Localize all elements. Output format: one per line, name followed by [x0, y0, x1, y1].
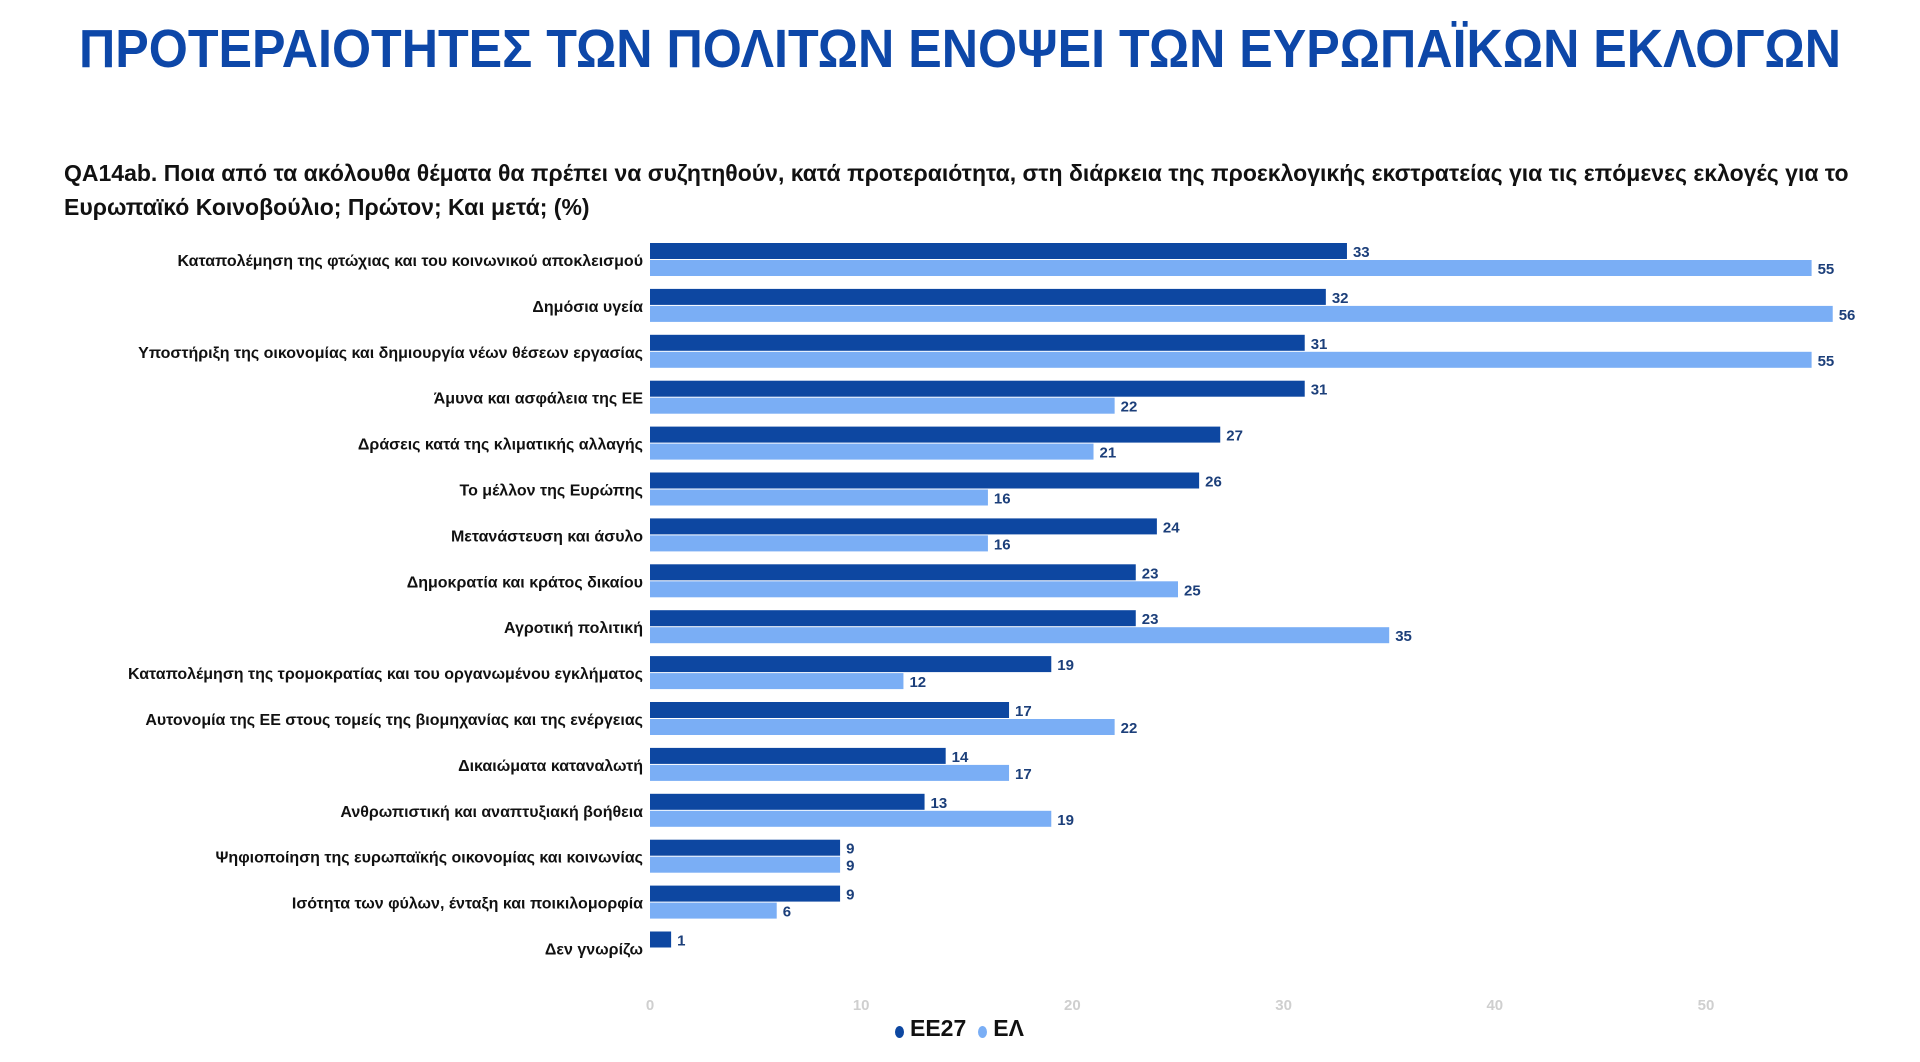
- category-label: Το μέλλον της Ευρώπης: [459, 483, 643, 500]
- data-label: 33: [1353, 244, 1370, 261]
- data-label: 55: [1818, 353, 1835, 370]
- x-tick-label: 40: [1486, 997, 1503, 1014]
- bar-ee27: [650, 426, 1221, 443]
- data-label: 24: [1163, 519, 1180, 536]
- category-label: Αγροτική πολιτική: [504, 620, 643, 637]
- data-label: 9: [846, 858, 854, 875]
- category-label: Υποστήριξη της οικονομίας και δημιουργία…: [138, 345, 643, 362]
- data-label: 16: [994, 536, 1011, 553]
- data-label: 23: [1142, 611, 1159, 628]
- data-label: 32: [1332, 290, 1349, 307]
- bar-el: [650, 673, 904, 690]
- bar-ee27: [650, 839, 841, 856]
- bar-ee27: [650, 243, 1347, 259]
- bar-ee27: [650, 564, 1136, 581]
- bar-ee27: [650, 793, 925, 810]
- bar-el: [650, 810, 1052, 827]
- category-label: Δημοκρατία και κράτος δικαίου: [407, 574, 643, 591]
- bar-ee27: [650, 885, 841, 902]
- bar-el: [650, 764, 1010, 781]
- legend: ΕΕ27 ΕΛ: [895, 1015, 1024, 1042]
- bar-ee27: [650, 747, 946, 764]
- x-tick-label: 0: [646, 997, 654, 1014]
- data-label: 19: [1057, 657, 1074, 674]
- bar-el: [650, 489, 988, 506]
- chart-question: QA14ab. Ποια από τα ακόλουθα θέματα θα π…: [64, 160, 1849, 220]
- bar-ee27: [650, 656, 1052, 673]
- bar-el: [650, 627, 1390, 644]
- data-label: 17: [1015, 703, 1032, 720]
- bar-el: [650, 581, 1178, 598]
- bar-ee27: [650, 702, 1010, 718]
- data-label: 19: [1057, 812, 1074, 829]
- data-label: 21: [1100, 445, 1117, 462]
- x-tick-label: 30: [1275, 997, 1292, 1014]
- legend-label-ee27: ΕΕ27: [910, 1015, 967, 1041]
- bar-el: [650, 351, 1812, 368]
- category-label: Μετανάστευση και άσυλο: [451, 528, 643, 545]
- data-label: 6: [783, 904, 791, 921]
- page-title: ΠΡΟΤΕΡΑΙΟΤΗΤΕΣ ΤΩΝ ΠΟΛΙΤΩΝ ΕΝΟΨΕΙ ΤΩΝ ΕΥ…: [78, 19, 1842, 79]
- data-label: 17: [1015, 766, 1032, 783]
- data-label: 31: [1311, 336, 1328, 353]
- bar-el: [650, 305, 1833, 322]
- data-label: 35: [1395, 628, 1412, 645]
- legend-dot-el: [978, 1025, 988, 1038]
- data-label: 1: [677, 933, 685, 950]
- bar-el: [650, 535, 988, 552]
- category-label: Ψηφιοποίηση της ευρωπαϊκής οικονομίας κα…: [215, 850, 643, 867]
- bar-el: [650, 856, 841, 873]
- data-label: 26: [1205, 474, 1222, 491]
- category-label: Ισότητα των φύλων, ένταξη και ποικιλομορ…: [292, 896, 643, 913]
- bar-ee27: [650, 610, 1136, 627]
- category-label: Δράσεις κατά της κλιματικής αλλαγής: [358, 437, 643, 454]
- category-label: Δικαιώματα καταναλωτή: [458, 758, 643, 775]
- data-label: 22: [1121, 399, 1138, 416]
- bar-ee27: [650, 288, 1326, 305]
- legend-label-el: ΕΛ: [993, 1015, 1024, 1041]
- data-label: 9: [846, 841, 854, 858]
- data-label: 25: [1184, 582, 1201, 599]
- data-label: 14: [952, 749, 969, 766]
- category-label: Αυτονομία της ΕΕ στους τομείς της βιομηχ…: [145, 712, 643, 729]
- bar-el: [650, 260, 1812, 276]
- category-label: Καταπολέμηση της τρομοκρατίας και του ορ…: [128, 666, 643, 683]
- data-label: 13: [931, 795, 948, 812]
- bar-ee27: [650, 518, 1157, 535]
- x-tick-label: 10: [853, 997, 870, 1014]
- bar-el: [650, 902, 777, 919]
- category-label: Άμυνα και ασφάλεια της ΕΕ: [434, 391, 644, 408]
- data-label: 31: [1311, 382, 1328, 399]
- legend-dot-ee27: [895, 1025, 904, 1038]
- bar-ee27: [650, 931, 672, 948]
- bar-el: [650, 719, 1115, 735]
- data-label: 23: [1142, 565, 1159, 582]
- category-label: Δεν γνωρίζω: [545, 942, 643, 959]
- bar-el: [650, 397, 1115, 414]
- data-label: 16: [994, 491, 1011, 508]
- category-label: Καταπολέμηση της φτώχιας και του κοινωνι…: [177, 253, 643, 270]
- data-label: 55: [1818, 261, 1835, 278]
- data-label: 12: [909, 674, 926, 691]
- bar-el: [650, 443, 1094, 460]
- bar-ee27: [650, 472, 1200, 489]
- category-label: Ανθρωπιστική και αναπτυξιακή βοήθεια: [340, 804, 643, 821]
- data-label: 27: [1226, 428, 1243, 445]
- bar-ee27: [650, 334, 1305, 351]
- data-label: 22: [1121, 720, 1138, 737]
- data-label: 56: [1839, 307, 1856, 324]
- x-tick-label: 50: [1698, 997, 1715, 1014]
- data-label: 9: [846, 887, 854, 904]
- category-label: Δημόσια υγεία: [532, 299, 643, 316]
- bar-ee27: [650, 380, 1305, 397]
- x-tick-label: 20: [1064, 997, 1081, 1014]
